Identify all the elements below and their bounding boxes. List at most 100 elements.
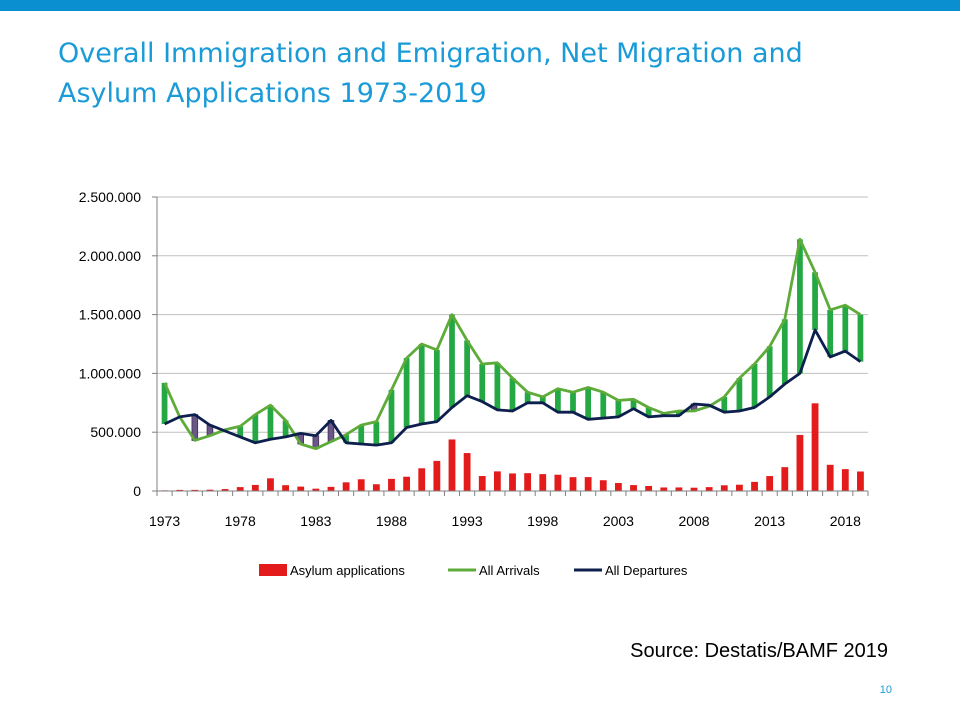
net-migration-bar — [524, 392, 531, 403]
net-migration-bar — [449, 314, 455, 408]
net-migration-bar — [237, 426, 244, 437]
net-migration-bar — [373, 421, 380, 446]
source-note: Source: Destatis/BAMF 2019 — [630, 640, 888, 662]
net-migration-bar — [736, 378, 743, 412]
net-migration-bar — [645, 407, 652, 417]
y-axis-ticks: 0 500.000 1.000.000 1.500.000 2.000.000 2.500… — [79, 189, 142, 499]
x-tick-label: 2003 — [603, 513, 634, 529]
asylum-bar — [614, 483, 622, 491]
asylum-bar — [236, 487, 244, 491]
asylum-bar — [690, 487, 698, 491]
net-migration-bar — [827, 309, 834, 357]
asylum-bar — [524, 473, 532, 491]
asylum-bar — [781, 467, 789, 491]
net-migration-bar — [812, 272, 818, 330]
asylum-bar — [811, 403, 819, 491]
asylum-bar — [463, 453, 471, 491]
net-migration-bars — [161, 239, 864, 450]
net-migration-bar — [721, 396, 728, 413]
series-lines — [163, 237, 862, 451]
net-migration-bar — [630, 399, 637, 409]
asylum-bar — [645, 485, 653, 491]
net-migration-bar — [766, 346, 773, 397]
asylum-bar — [478, 476, 486, 491]
net-migration-bar — [570, 392, 576, 413]
net-migration-bar — [600, 392, 607, 419]
x-axis-ticks: 1973 1978 1983 1988 1993 1998 2003 2008 2013 2018 — [149, 491, 869, 529]
asylum-bar — [841, 469, 849, 491]
x-tick-label: 1973 — [149, 513, 180, 529]
legend-label-arrivals: All Arrivals — [479, 563, 540, 578]
net-migration-bar — [676, 411, 682, 416]
top-accent-bar — [0, 0, 960, 11]
asylum-bar — [826, 464, 834, 491]
asylum-bar — [282, 485, 289, 491]
x-tick-label: 1983 — [300, 513, 331, 529]
asylum-bar — [191, 489, 199, 491]
net-migration-bar — [418, 344, 425, 424]
net-migration-bar — [555, 388, 561, 413]
legend-label-departures: All Departures — [605, 563, 688, 578]
asylum-bar — [221, 489, 229, 491]
slide-title: Overall Immigration and Emigration, Net … — [58, 34, 918, 114]
asylum-bar — [267, 478, 274, 491]
net-migration-bar — [252, 414, 259, 443]
asylum-bar — [372, 484, 380, 491]
net-migration-bar — [585, 387, 592, 420]
net-migration-bar — [433, 349, 440, 422]
x-tick-label: 1998 — [527, 513, 558, 529]
asylum-bar — [403, 476, 411, 491]
x-tick-label: 2008 — [678, 513, 709, 529]
asylum-bar — [448, 439, 456, 491]
y-tick-label: 1.000.000 — [79, 365, 141, 381]
slide-title-line-2: Asylum Applications 1973-2019 — [58, 78, 487, 109]
slide-title-line-1: Overall Immigration and Emigration, Net … — [58, 38, 803, 69]
y-tick-label: 2.500.000 — [79, 189, 141, 205]
asylum-bar — [206, 489, 214, 491]
asylum-bar — [630, 485, 637, 491]
asylum-bar — [418, 468, 426, 491]
asylum-bar — [509, 473, 516, 491]
x-tick-label: 1993 — [452, 513, 483, 529]
y-tick-label: 2.000.000 — [79, 248, 141, 264]
net-migration-bar — [343, 434, 349, 443]
asylum-bar — [751, 481, 758, 491]
asylum-bar — [297, 486, 305, 491]
asylum-bar — [433, 460, 441, 491]
asylum-bar — [796, 434, 804, 491]
asylum-bar — [176, 489, 184, 491]
asylum-bar — [599, 480, 607, 491]
net-migration-bar — [797, 239, 803, 374]
asylum-bar — [493, 471, 501, 491]
all-departures-line — [164, 328, 862, 447]
net-migration-bar — [388, 389, 395, 443]
y-tick-label: 500.000 — [90, 424, 141, 440]
asylum-bar — [660, 487, 668, 491]
net-migration-bar — [282, 420, 289, 437]
net-migration-bar — [479, 363, 486, 402]
asylum-bar — [554, 474, 562, 491]
net-migration-bar — [464, 340, 470, 396]
y-tick-label: 1.500.000 — [79, 307, 141, 323]
asylum-bar — [251, 484, 259, 491]
x-tick-label: 2018 — [830, 513, 861, 529]
asylum-bar — [720, 485, 728, 491]
net-migration-bar — [751, 363, 758, 408]
asylum-bar — [357, 479, 365, 491]
asylum-bar — [736, 484, 743, 491]
x-tick-label: 1978 — [225, 513, 256, 529]
net-migration-bar — [539, 396, 546, 403]
chart-gridlines — [157, 196, 868, 433]
net-migration-bar — [494, 362, 501, 410]
legend-swatch-asylum — [259, 564, 287, 576]
asylum-bar — [327, 486, 335, 491]
net-migration-bar — [403, 358, 410, 428]
asylum-bar — [312, 488, 320, 491]
x-tick-label: 2013 — [754, 513, 785, 529]
asylum-bars — [161, 403, 864, 491]
asylum-bar — [584, 477, 592, 491]
chart-axes — [152, 196, 868, 492]
asylum-bar — [539, 474, 547, 491]
asylum-bar — [705, 487, 713, 491]
